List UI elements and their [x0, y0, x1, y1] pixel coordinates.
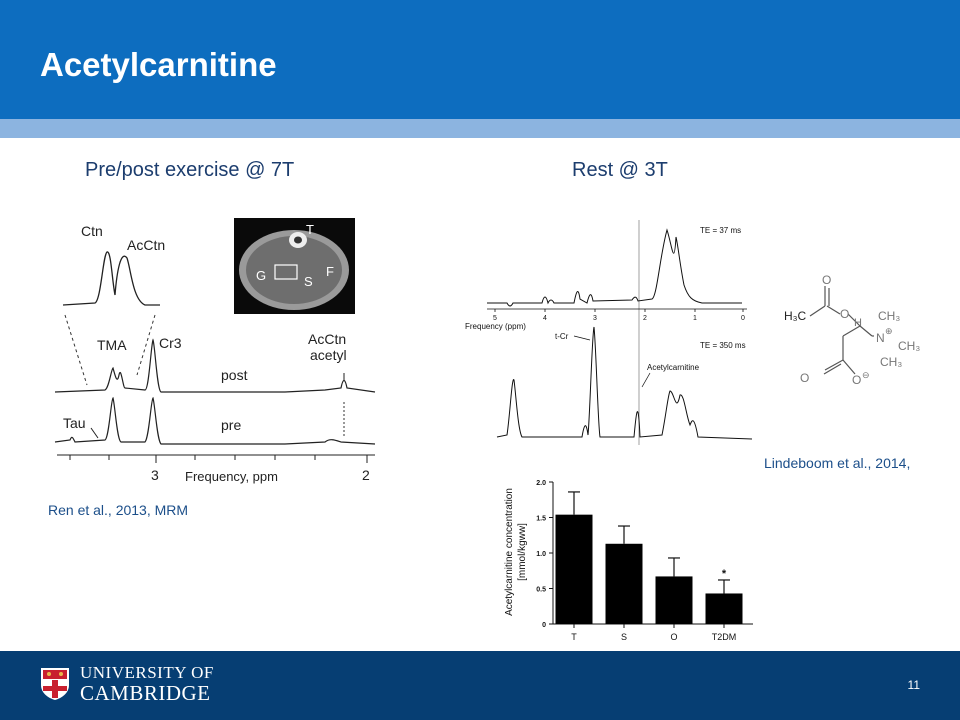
- chart-ylabel-2: [mmol/kgww]: [517, 523, 528, 581]
- struct-plus: ⊕: [885, 326, 893, 336]
- chart-ytick-label: 2.0: [536, 480, 546, 487]
- label-post: post: [221, 367, 248, 383]
- struct-o1: O: [822, 273, 831, 287]
- acetylcarnitine-label: Acetylcarnitine: [647, 363, 700, 372]
- struct-minus: ⊖: [862, 370, 870, 380]
- chart-category-label: S: [621, 632, 627, 642]
- chart-ylabel-1: Acetylcarnitine concentration: [504, 488, 515, 616]
- mri-label-f: F: [326, 264, 334, 279]
- struct-h: H: [854, 317, 862, 329]
- tcr-label: t-Cr: [555, 332, 569, 341]
- chart-category-label: O: [670, 632, 677, 642]
- label-tau: Tau: [63, 415, 86, 431]
- right-tick-1: 1: [693, 315, 697, 322]
- right-tick-5: 5: [493, 315, 497, 322]
- label-acctn-acetyl-2: acetyl: [310, 347, 347, 363]
- chart-category-label: T: [571, 632, 577, 642]
- page-number: 11: [907, 678, 920, 692]
- struct-o4: O: [852, 373, 861, 387]
- chart-bar: [555, 514, 593, 624]
- label-cr3: Cr3: [159, 335, 182, 351]
- right-tick-2: 2: [643, 315, 647, 322]
- university-line1: UNIVERSITY OF: [80, 663, 214, 682]
- right-freq-label: Frequency (ppm): [465, 322, 526, 331]
- chart-ytick-label: 0.5: [536, 587, 546, 594]
- right-spectrum-figure: TE = 37 ms 5 4 3 2 1 0 Frequency (ppm) T…: [465, 220, 753, 445]
- left-citation: Ren et al., 2013, MRM: [48, 502, 189, 518]
- chart-bar: [605, 543, 643, 624]
- slide-title: Acetylcarnitine: [40, 46, 277, 83]
- te2-label: TE = 350 ms: [700, 341, 746, 350]
- title-bar: [0, 0, 960, 119]
- struct-ch3c: CH₃: [880, 355, 902, 369]
- chart-ytick-label: 1.5: [536, 516, 546, 523]
- acetylcarnitine-structure: H₃C O O H N ⊕ CH₃ CH₃ CH₃ O O ⊖: [784, 273, 920, 387]
- title-bar-stripe: [0, 119, 960, 138]
- chart-significance-marker: *: [722, 568, 727, 580]
- right-tick-3: 3: [593, 315, 597, 322]
- struct-o2: O: [840, 307, 849, 321]
- mri-image: T G S F: [234, 218, 355, 314]
- label-acctn-acetyl-1: AcCtn: [308, 331, 346, 347]
- label-pre: pre: [221, 417, 241, 433]
- tick-3: 3: [151, 467, 159, 483]
- chart-bar: [655, 576, 693, 624]
- label-ctn: Ctn: [81, 223, 103, 239]
- label-acctn: AcCtn: [127, 237, 165, 253]
- struct-h3c: H₃C: [784, 309, 807, 323]
- tick-2: 2: [362, 467, 370, 483]
- footer-bar: UNIVERSITY OF CAMBRIDGE 11: [0, 651, 960, 720]
- mri-label-t: T: [306, 222, 314, 237]
- right-heading: Rest @ 3T: [572, 159, 668, 181]
- chart-ytick-label: 1.0: [536, 551, 546, 558]
- mri-label-g: G: [256, 268, 266, 283]
- x-axis-label: Frequency, ppm: [185, 469, 278, 484]
- struct-n: N: [876, 331, 885, 345]
- left-spectrum-figure: Ctn AcCtn TMA Cr3 AcCtn acetyl post pre …: [54, 223, 376, 484]
- university-logo-text: UNIVERSITY OF CAMBRIDGE: [80, 663, 214, 705]
- mri-label-s: S: [304, 274, 313, 289]
- right-tick-4: 4: [543, 315, 547, 322]
- university-line2: CAMBRIDGE: [80, 681, 211, 705]
- label-tma: TMA: [97, 337, 127, 353]
- struct-ch3b: CH₃: [898, 339, 920, 353]
- right-citation: Lindeboom et al., 2014,: [764, 455, 911, 471]
- right-tick-0: 0: [741, 315, 745, 322]
- struct-ch3a: CH₃: [878, 309, 900, 323]
- chart-ytick-label: 0: [542, 622, 546, 629]
- te1-label: TE = 37 ms: [700, 226, 741, 235]
- struct-o3: O: [800, 371, 809, 385]
- cambridge-crest-icon: [41, 668, 69, 700]
- acetylcarnitine-bar-chart: Acetylcarnitine concentration [mmol/kgww…: [504, 480, 753, 642]
- chart-category-label: T2DM: [712, 632, 737, 642]
- chart-bar: [705, 593, 743, 624]
- left-heading: Pre/post exercise @ 7T: [85, 159, 295, 181]
